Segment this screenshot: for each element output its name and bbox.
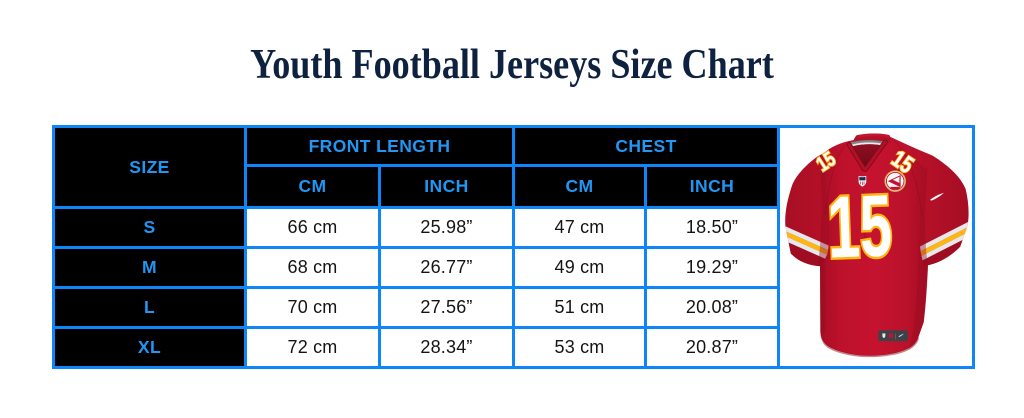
size-label-xl: XL xyxy=(52,326,247,370)
jersey-image: 15 15 xyxy=(785,133,969,358)
s-chest-cm: 47 cm xyxy=(512,206,647,250)
header-front-length-inch: INCH xyxy=(378,164,515,210)
m-front-length-inch: 26.77” xyxy=(378,246,515,290)
s-chest-inch: 18.50” xyxy=(644,206,780,250)
nfl-shield-logo xyxy=(858,175,867,187)
table-row-s: S 66 cm 25.98” 47 cm 18.50” xyxy=(52,206,974,250)
xl-chest-cm: 53 cm xyxy=(512,326,647,370)
table-header-row-groups: SIZE FRONT LENGTH CHEST xyxy=(52,124,975,370)
m-chest-cm: 49 cm xyxy=(512,246,647,290)
jersey-collar xyxy=(846,133,891,172)
size-label-l: L xyxy=(52,286,247,330)
table-row-l: L 70 cm 27.56” 51 cm 20.08” xyxy=(52,286,974,330)
size-chart-table: SIZE FRONT LENGTH CHEST xyxy=(52,124,975,370)
chest-number-text: 15 xyxy=(826,176,894,276)
swoosh-logo xyxy=(930,192,944,201)
table-header-row-units: CM INCH CM INCH xyxy=(54,164,974,210)
table-row-m: M 68 cm 26.77” 49 cm 19.29” xyxy=(52,246,974,290)
jersey-bottom-tag xyxy=(878,330,908,342)
header-front-length-cm: CM xyxy=(244,164,381,210)
right-shoulder-seam xyxy=(893,140,923,217)
xl-front-length-inch: 28.34” xyxy=(378,326,515,370)
size-label-m: M xyxy=(52,246,247,290)
l-chest-cm: 51 cm xyxy=(512,286,647,330)
jersey-image-cell: 15 15 xyxy=(777,124,975,370)
xl-chest-inch: 20.87” xyxy=(644,326,780,370)
l-front-length-inch: 27.56” xyxy=(378,286,515,330)
l-chest-inch: 20.08” xyxy=(644,286,780,330)
header-size: SIZE xyxy=(52,124,247,210)
jersey-chest-number: 15 xyxy=(824,174,896,278)
l-front-length-cm: 70 cm xyxy=(244,286,381,330)
page-title: Youth Football Jerseys Size Chart xyxy=(250,42,774,88)
xl-front-length-cm: 72 cm xyxy=(244,326,381,370)
m-chest-inch: 19.29” xyxy=(644,246,780,290)
header-chest: CHEST xyxy=(512,124,780,168)
header-chest-inch: INCH xyxy=(644,164,780,210)
table-row-xl: XL 72 cm 28.34” 53 cm 20.87” xyxy=(52,326,974,370)
header-front-length: FRONT LENGTH xyxy=(244,124,515,168)
team-patch xyxy=(884,170,906,192)
header-chest-cm: CM xyxy=(512,164,647,210)
s-front-length-cm: 66 cm xyxy=(244,206,381,250)
m-front-length-cm: 68 cm xyxy=(244,246,381,290)
left-shoulder-seam xyxy=(824,144,846,215)
size-label-s: S xyxy=(52,206,247,250)
s-front-length-inch: 25.98” xyxy=(378,206,515,250)
